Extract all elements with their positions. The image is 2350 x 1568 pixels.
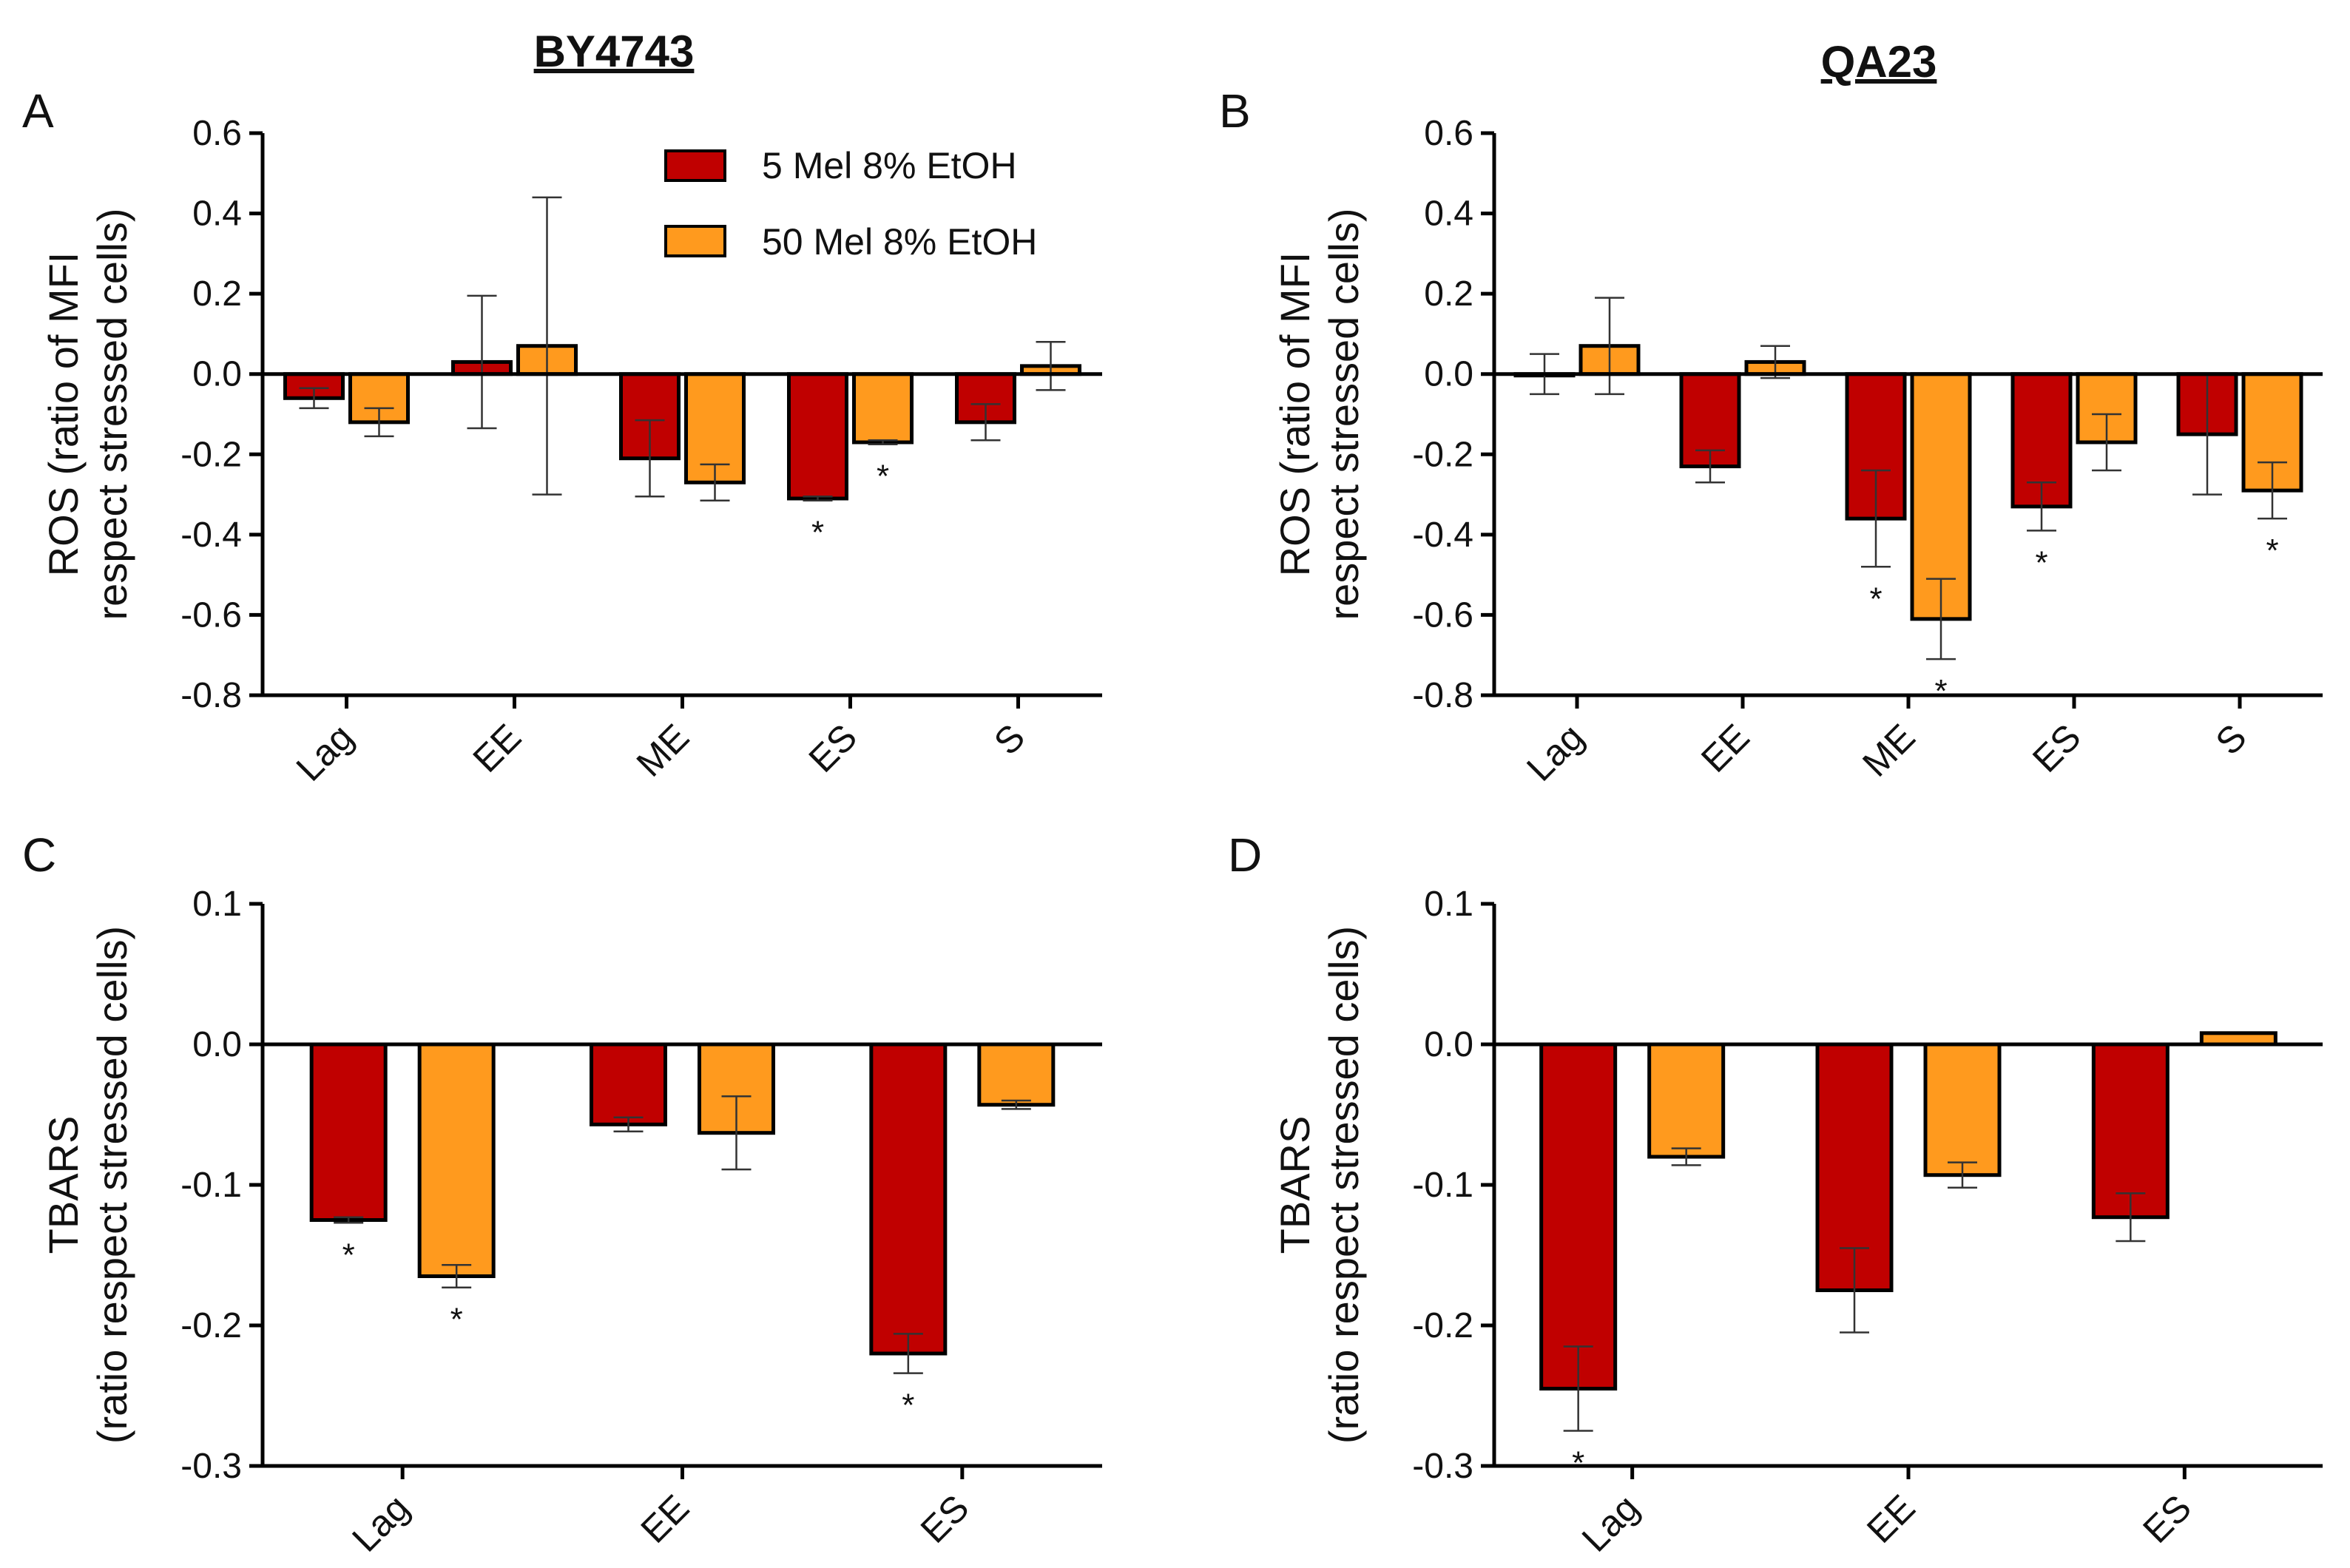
y-axis-title-line1: ROS (ratio of MFI	[40, 252, 87, 577]
y-tick-label: -0.8	[180, 676, 242, 715]
significance-mark: *	[902, 1388, 914, 1424]
x-category-label: ES	[801, 716, 865, 780]
y-tick-label: -0.4	[180, 516, 242, 555]
x-category-label: Lag	[1519, 716, 1592, 789]
significance-mark: *	[1869, 581, 1882, 617]
bar-d-lag-series2	[1647, 1042, 1726, 1159]
bar-d-es-series1	[2091, 1042, 2170, 1220]
y-tick-label: 0.0	[192, 355, 242, 394]
significance-mark: *	[877, 459, 889, 495]
x-category-label: EE	[465, 716, 530, 780]
x-category-label: ES	[913, 1487, 977, 1551]
y-tick-label: 0.0	[1424, 1025, 1473, 1064]
y-axis-title-line1: TBARS	[1272, 1116, 1318, 1254]
bar-c-lag-series1	[309, 1042, 388, 1222]
y-tick-label: 0.1	[192, 885, 242, 924]
chart-panel-c: 0.1 0.0 -0.1 -0.2 -0.3 TBARS (ratio respect st…	[40, 885, 1102, 1560]
x-category-label: ES	[2025, 716, 2089, 780]
y-tick-label: 0.4	[1424, 195, 1473, 234]
significance-mark: *	[342, 1237, 355, 1273]
bar-d-ee-series2	[1923, 1042, 2002, 1177]
bar-c-lag-series2	[417, 1042, 496, 1278]
chart-panel-b: 0.6 0.4 0.2 0.0 -0.2 -0.4 -0.6 -0.8 ROS (ratio o…	[1272, 114, 2323, 789]
x-category-label: EE	[633, 1487, 698, 1551]
y-tick-label: -0.2	[180, 1306, 242, 1345]
y-tick-label: -0.2	[1412, 435, 1473, 474]
y-tick-label: 0.1	[1424, 885, 1473, 924]
legend-swatch-50-mel	[664, 225, 726, 257]
y-tick-label: -0.1	[1412, 1166, 1473, 1205]
column-title-qa23: QA23	[1821, 37, 1937, 87]
bar-d-lag-series1	[1539, 1042, 1618, 1390]
y-tick-label: 0.6	[1424, 114, 1473, 153]
panel-label-c: C	[22, 828, 56, 882]
y-tick-label: 0.4	[192, 195, 242, 234]
y-tick-label: 0.2	[192, 274, 242, 314]
x-category-label: EE	[1859, 1487, 1923, 1551]
y-tick-label: -0.2	[1412, 1306, 1473, 1345]
significance-mark: *	[1572, 1445, 1584, 1481]
y-tick-label: -0.4	[1412, 516, 1473, 555]
bar-c-ee-series1	[590, 1042, 667, 1126]
y-tick-label: 0.0	[192, 1025, 242, 1064]
legend-swatch-5-mel	[664, 149, 726, 182]
x-category-label: ES	[2135, 1487, 2199, 1551]
y-axis-title-line1: ROS (ratio of MFI	[1272, 252, 1318, 577]
y-axis-title-line2: respect stressed cells)	[1320, 208, 1367, 620]
chart-panel-a: 0.6 0.4 0.2 0.0 -0.2 -0.4 -0.6 -0.8 ROS (ratio o…	[40, 114, 1102, 789]
y-tick-label: -0.6	[180, 595, 242, 635]
panel-label-b: B	[1219, 84, 1251, 138]
legend-label-5-mel: 5 Mel 8% EtOH	[762, 145, 1017, 186]
y-tick-label: 0.6	[192, 114, 242, 153]
chart-panel-d: 0.1 0.0 -0.1 -0.2 -0.3 TBARS (ratio respect st…	[1272, 885, 2323, 1560]
y-tick-label: -0.1	[180, 1166, 242, 1205]
y-tick-label: 0.2	[1424, 274, 1473, 314]
significance-mark: *	[811, 515, 824, 551]
y-axis-title-line2: respect stressed cells)	[89, 208, 135, 620]
y-axis-title-line2: (ratio respect stressed cells)	[1320, 926, 1367, 1444]
bar-a-es-series2	[852, 372, 914, 445]
significance-mark: *	[450, 1302, 463, 1338]
x-category-label: Lag	[344, 1487, 417, 1560]
x-category-label: S	[986, 716, 1033, 763]
column-title-by4743: BY4743	[534, 27, 695, 76]
x-category-label: ME	[1854, 716, 1923, 785]
y-tick-label: 0.0	[1424, 355, 1473, 394]
x-category-label: S	[2208, 716, 2255, 763]
x-category-label: Lag	[288, 716, 362, 789]
y-tick-label: -0.3	[1412, 1447, 1473, 1486]
y-tick-label: -0.3	[180, 1447, 242, 1486]
y-axis-title-line2: (ratio respect stressed cells)	[89, 926, 135, 1444]
legend: 5 Mel 8% EtOH 50 Mel 8% EtOH	[664, 145, 1037, 263]
x-category-label: EE	[1693, 716, 1758, 780]
y-tick-label: -0.6	[1412, 595, 1473, 635]
bar-c-es-series1	[869, 1042, 948, 1356]
panel-label-d: D	[1228, 828, 1262, 882]
y-tick-label: -0.2	[180, 435, 242, 474]
panel-label-a: A	[22, 84, 54, 138]
significance-mark: *	[2035, 544, 2047, 581]
x-category-label: Lag	[1574, 1487, 1647, 1560]
y-axis-title-line1: TBARS	[40, 1116, 87, 1254]
bar-c-es-series2	[977, 1042, 1056, 1107]
x-category-label: ME	[629, 716, 698, 785]
legend-label-50-mel: 50 Mel 8% EtOH	[762, 221, 1037, 263]
y-tick-label: -0.8	[1412, 676, 1473, 715]
significance-mark: *	[2266, 533, 2278, 569]
bar-a-es-series1	[787, 372, 848, 501]
significance-mark: *	[1934, 673, 1947, 709]
